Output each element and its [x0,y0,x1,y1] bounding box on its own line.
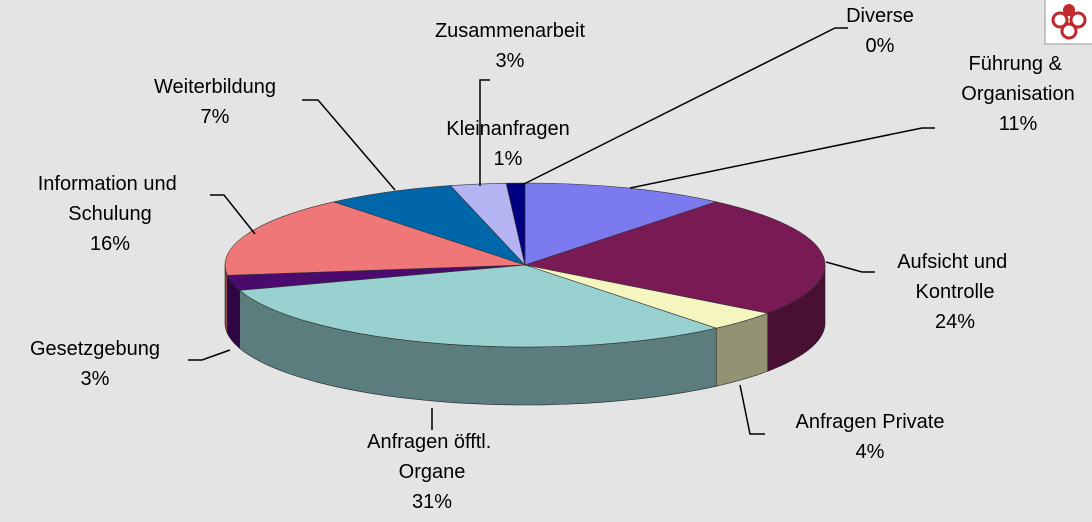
leader-line [739,384,765,435]
label-line: Organe [399,461,466,483]
leader-line [479,79,490,186]
label-line: Organisation [961,83,1074,105]
value-label: 24% [935,311,975,333]
slice [238,264,718,348]
value-label: 11% [999,113,1038,135]
value-label: 4% [856,441,885,463]
label-line: Führung & [969,53,1068,75]
label-line: Information und [38,173,183,195]
label-line: Schulung [68,203,151,225]
slice-label: Information und Schulung [38,173,183,225]
leader-line [210,194,256,235]
slice-side [224,265,228,335]
value-label: 3% [81,368,110,390]
value-label: 1% [494,148,523,170]
logo-ring [1069,11,1087,29]
slice [524,182,718,266]
slice-label: Kleinanfragen [446,118,569,140]
label-line: Aufsicht und [897,251,1013,273]
value-label: 3% [496,50,525,72]
value-label: 16% [90,233,130,255]
slice [332,185,526,266]
leader-line [521,27,848,186]
slice-label: Gesetzgebung [30,338,160,360]
slice-label: Zusammenarbeit [435,20,586,42]
slice-label: Führung & Organisation [961,53,1074,105]
value-label: 7% [201,106,230,128]
slice-label: Anfragen Private [796,411,945,433]
slice-label: Anfragen öfftl. Organe [367,431,497,483]
leader-line [188,349,231,361]
value-label: 0% [866,35,895,57]
slice-label: Weiterbildung [154,76,276,98]
slice-label: Diverse [846,5,914,27]
logo-dot [1063,4,1075,16]
logo-ring [1051,11,1069,29]
slice [523,201,826,314]
label-line: Anfragen öfftl. [367,431,497,453]
slice-label: Aufsicht und Kontrolle [897,251,1013,303]
leader-line [825,261,875,273]
logo [1044,0,1092,45]
slice [224,201,526,276]
leader-line [629,127,935,189]
value-label: 31% [412,491,452,513]
label-line: Kontrolle [916,281,995,303]
logo-ring [1060,22,1078,40]
leader-line [302,99,396,191]
